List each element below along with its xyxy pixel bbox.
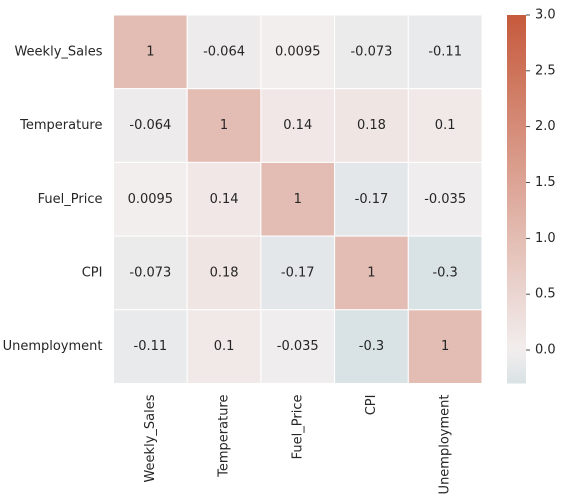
heatmap-cell <box>113 14 188 90</box>
cell-value-label: 0.1 <box>435 118 456 133</box>
heatmap-cell <box>407 235 483 311</box>
cell-value-label: -0.11 <box>428 44 462 59</box>
heatmap-cell <box>186 161 262 237</box>
colorbar <box>507 15 526 384</box>
row-tick-label: Unemployment <box>3 339 103 354</box>
column-tick-label: CPI <box>364 395 379 416</box>
column-tick-label: Temperature <box>217 395 232 478</box>
column-tick-label: Unemployment <box>438 395 453 495</box>
heatmap-cell <box>334 235 409 311</box>
heatmap-cell <box>186 309 262 384</box>
column-tick-label: Weekly_Sales <box>143 394 158 482</box>
colorbar-tick-label: 1.5 <box>535 175 556 190</box>
heatmap-cell <box>186 235 262 311</box>
cell-value-label: 0.0095 <box>275 44 321 59</box>
column-tick-labels: Weekly_Sales Temperature Fuel_Price CPI Unem… <box>143 394 453 494</box>
heatmap-cell <box>260 235 336 311</box>
colorbar-ticks: 0.0 0.5 1.0 1.5 2.0 2.5 3.0 <box>526 8 556 358</box>
cell-value-label: -0.073 <box>129 265 171 280</box>
row-tick-label: Fuel_Price <box>38 192 103 207</box>
heatmap-cell <box>113 235 188 311</box>
row-tick-label: Temperature <box>19 118 102 133</box>
colorbar-tick-label: 2.0 <box>535 119 556 134</box>
heatmap-cell <box>407 161 483 237</box>
heatmap-cell <box>407 14 483 90</box>
heatmap-cell <box>260 88 336 163</box>
cell-value-label: 0.18 <box>210 265 239 280</box>
row-tick-labels: Weekly_Sales Temperature Fuel_Price CPI Unem… <box>3 44 103 354</box>
cell-value-label: 0.14 <box>210 192 239 207</box>
heatmap-cell <box>260 309 336 384</box>
colorbar-tick-label: 0.0 <box>535 343 556 358</box>
cell-value-label: 0.14 <box>283 118 312 133</box>
row-tick-label: CPI <box>82 265 103 280</box>
cell-value-label: -0.3 <box>359 339 384 354</box>
heatmap-cell <box>113 309 188 384</box>
heatmap-cell <box>186 14 262 90</box>
colorbar-tick-label: 2.5 <box>535 63 556 78</box>
cell-value-label: 0.18 <box>357 118 386 133</box>
colorbar-tick-label: 3.0 <box>535 8 556 23</box>
heatmap-cell <box>260 14 336 90</box>
heatmap-cell <box>260 161 336 237</box>
heatmap-cell <box>407 88 483 163</box>
heatmap-cell-labels: 1 -0.064 0.0095 -0.073 -0.11 -0.064 1 0.14 0.18 0… <box>128 44 467 354</box>
heatmap-cell <box>113 88 188 163</box>
heatmap-cells <box>113 14 483 384</box>
heatmap-cell <box>407 309 483 384</box>
cell-value-label: -0.11 <box>134 339 168 354</box>
cell-value-label: -0.035 <box>424 192 466 207</box>
row-tick-label: Weekly_Sales <box>14 44 102 59</box>
cell-value-label: 1 <box>294 192 302 207</box>
cell-value-label: -0.17 <box>281 265 315 280</box>
colorbar-tick-label: 1.0 <box>535 231 556 246</box>
heatmap-cell <box>334 161 409 237</box>
column-tick-label: Fuel_Price <box>290 395 305 460</box>
cell-value-label: 0.0095 <box>128 192 174 207</box>
cell-value-label: 1 <box>441 339 449 354</box>
cell-value-label: 1 <box>367 265 375 280</box>
cell-value-label: -0.17 <box>355 192 389 207</box>
cell-value-label: -0.064 <box>203 44 245 59</box>
cell-value-label: -0.073 <box>350 44 392 59</box>
colorbar-tick-label: 0.5 <box>535 287 556 302</box>
cell-value-label: -0.3 <box>432 265 457 280</box>
heatmap-cell <box>334 14 409 90</box>
cell-value-label: 1 <box>220 118 228 133</box>
cell-value-label: -0.035 <box>277 339 319 354</box>
cell-value-label: -0.064 <box>129 118 171 133</box>
cell-value-label: 0.1 <box>214 339 235 354</box>
cell-value-label: 1 <box>146 44 154 59</box>
